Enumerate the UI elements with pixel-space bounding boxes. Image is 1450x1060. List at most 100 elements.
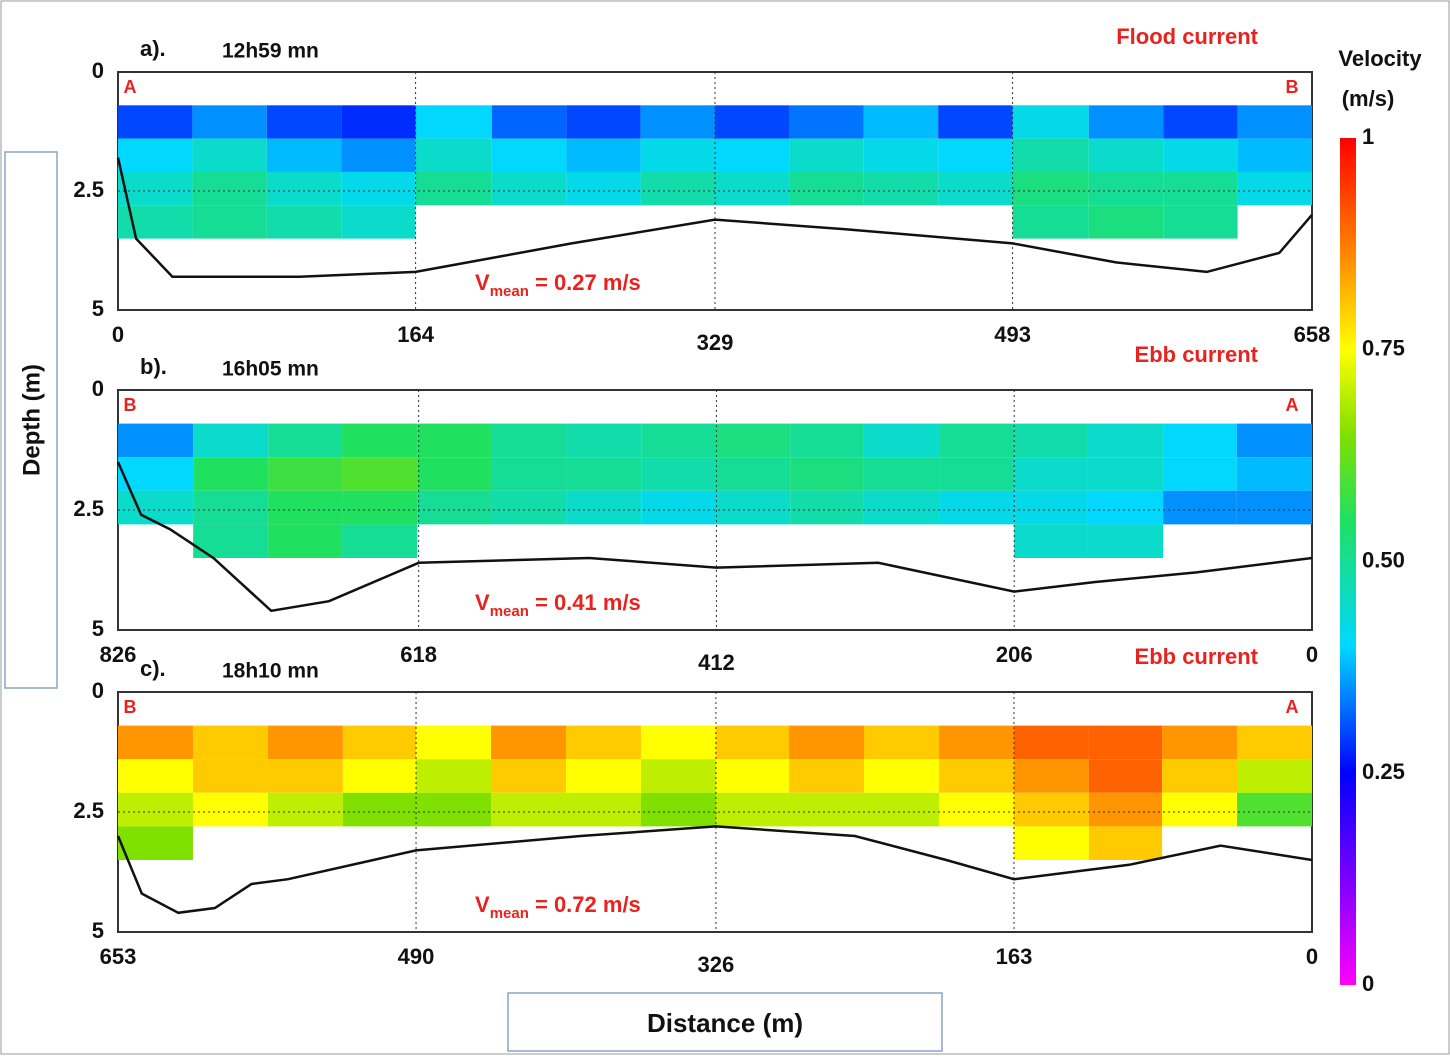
velocity-cell xyxy=(1163,457,1237,491)
velocity-cell xyxy=(268,524,342,558)
velocity-cell xyxy=(1088,491,1163,525)
y-tick-label: 0 xyxy=(92,678,104,703)
velocity-cell xyxy=(1163,491,1237,525)
velocity-cell xyxy=(789,793,864,827)
velocity-cell xyxy=(939,793,1014,827)
velocity-cell xyxy=(267,205,341,238)
velocity-cell xyxy=(938,172,1012,205)
x-tick-label: 163 xyxy=(996,944,1033,969)
velocity-cell xyxy=(1237,457,1312,491)
velocity-cell xyxy=(641,491,715,525)
velocity-cell xyxy=(491,726,566,760)
velocity-cell xyxy=(118,105,192,138)
velocity-cell xyxy=(491,424,566,458)
velocity-cell xyxy=(789,105,863,138)
panel-label: c). xyxy=(140,656,166,681)
velocity-cell xyxy=(1089,793,1162,827)
velocity-cell xyxy=(1088,524,1163,558)
x-tick-label: 412 xyxy=(698,650,735,675)
y-tick-label: 2.5 xyxy=(73,496,104,521)
panel-label: b). xyxy=(140,354,167,379)
velocity-cell xyxy=(417,491,491,525)
velocity-cell xyxy=(641,793,716,827)
mean-subscript: mean xyxy=(490,905,529,922)
velocity-cell xyxy=(716,726,789,760)
velocity-cell xyxy=(641,726,716,760)
velocity-cell xyxy=(193,491,268,525)
mean-value: = 0.41 m/s xyxy=(529,590,641,615)
velocity-cell xyxy=(192,105,266,138)
velocity-cell xyxy=(267,105,341,138)
velocity-cell xyxy=(1089,826,1162,860)
velocity-cell xyxy=(641,424,715,458)
x-tick-label: 0 xyxy=(1306,944,1318,969)
velocity-cell xyxy=(939,457,1014,491)
velocity-cell xyxy=(1089,172,1163,205)
velocity-cell xyxy=(1162,726,1237,760)
x-tick-label: 826 xyxy=(100,642,137,667)
mean-subscript: mean xyxy=(490,283,529,300)
velocity-cell xyxy=(1163,205,1237,238)
x-tick-label: 0 xyxy=(1306,642,1318,667)
colorbar-title: Velocity xyxy=(1338,46,1422,71)
mean-symbol: V xyxy=(475,590,490,615)
x-tick-label: 326 xyxy=(698,952,735,977)
start-marker: B xyxy=(124,395,137,415)
velocity-cell xyxy=(715,172,789,205)
y-tick-label: 5 xyxy=(92,918,104,943)
velocity-cell xyxy=(1088,424,1163,458)
velocity-cell xyxy=(1089,726,1162,760)
velocity-cell xyxy=(789,139,863,172)
velocity-cell xyxy=(342,424,417,458)
velocity-cell xyxy=(268,726,343,760)
velocity-cell xyxy=(193,457,268,491)
velocity-cell xyxy=(715,457,790,491)
x-tick-label: 164 xyxy=(397,322,434,347)
velocity-cell xyxy=(268,457,342,491)
velocity-cell xyxy=(864,759,939,793)
velocity-cell xyxy=(715,424,790,458)
velocity-cell xyxy=(118,726,193,760)
start-marker: A xyxy=(124,77,137,97)
velocity-cell xyxy=(343,793,416,827)
velocity-cell xyxy=(341,172,415,205)
end-marker: B xyxy=(1286,77,1299,97)
panel-time: 12h59 mn xyxy=(222,40,319,63)
velocity-cell xyxy=(641,172,715,205)
velocity-cell xyxy=(1013,172,1089,205)
x-tick-label: 206 xyxy=(996,642,1033,667)
velocity-cell xyxy=(118,491,193,525)
colorbar-tick-label: 0.75 xyxy=(1362,336,1405,361)
y-tick-label: 0 xyxy=(92,376,104,401)
velocity-cell xyxy=(1162,793,1237,827)
velocity-cell xyxy=(192,172,266,205)
velocity-cell xyxy=(118,759,193,793)
velocity-cell xyxy=(864,172,938,205)
velocity-cell xyxy=(268,759,343,793)
velocity-cell xyxy=(1237,793,1312,827)
velocity-cell xyxy=(1014,759,1089,793)
velocity-cell xyxy=(492,139,566,172)
velocity-cell xyxy=(492,105,566,138)
velocity-cell xyxy=(416,139,492,172)
colorbar-tick-label: 0 xyxy=(1362,971,1374,996)
velocity-cell xyxy=(715,105,789,138)
velocity-cell xyxy=(1238,139,1312,172)
velocity-cell xyxy=(566,726,641,760)
colorbar-title: (m/s) xyxy=(1342,86,1395,111)
velocity-cell xyxy=(193,793,268,827)
velocity-cell xyxy=(566,139,640,172)
y-tick-label: 5 xyxy=(92,296,104,321)
velocity-cell xyxy=(342,491,417,525)
velocity-cell xyxy=(1014,826,1089,860)
end-marker: A xyxy=(1286,697,1299,717)
velocity-cell xyxy=(641,457,715,491)
velocity-cell xyxy=(491,491,566,525)
mean-value: = 0.72 m/s xyxy=(529,892,641,917)
velocity-cell xyxy=(118,793,193,827)
colorbar-tick-label: 0.25 xyxy=(1362,759,1405,784)
velocity-cell xyxy=(1089,205,1163,238)
colorbar xyxy=(1340,138,1356,985)
velocity-cell xyxy=(789,726,864,760)
